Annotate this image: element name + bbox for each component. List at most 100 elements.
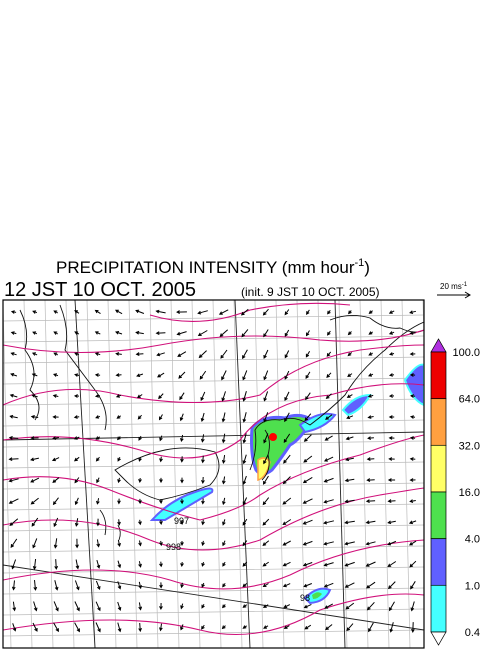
wind-vector (138, 519, 142, 526)
wind-vector (54, 559, 59, 570)
wind-vector (221, 455, 226, 464)
wind-vector (180, 624, 184, 631)
wind-vector (73, 415, 80, 419)
grid-line (23, 300, 33, 648)
wind-vector (159, 602, 163, 611)
wind-vector (242, 518, 248, 526)
wind-vector (282, 540, 291, 546)
wind-vector (180, 582, 184, 589)
wind-vector (138, 456, 142, 462)
wind-vector (11, 559, 17, 570)
wind-vector (388, 310, 395, 314)
graticule (3, 431, 424, 441)
wind-vector (262, 583, 269, 588)
wind-vector (115, 352, 122, 356)
wind-vector (179, 392, 185, 401)
wind-vector (74, 497, 79, 506)
wind-vector (176, 331, 187, 336)
wind-vector (180, 519, 184, 526)
wind-vector (242, 475, 247, 485)
wind-vector (10, 310, 17, 314)
wind-vector (32, 310, 38, 314)
wind-vector (263, 433, 269, 444)
wind-vector (409, 394, 416, 398)
wind-vector (262, 540, 270, 546)
wind-vector (159, 561, 163, 568)
wind-vector (409, 560, 417, 568)
wind-vector (303, 455, 313, 463)
wind-vector (53, 310, 59, 314)
scale-label: 20 ms-1 (440, 282, 468, 291)
contour-label: 98 (300, 593, 310, 603)
wind-vector (409, 331, 416, 335)
wind-vector (242, 370, 248, 381)
wind-vector (94, 394, 101, 398)
wind-vector (9, 518, 19, 527)
wind-vector (197, 310, 208, 315)
wind-vector (368, 331, 373, 335)
wind-vector (201, 624, 205, 630)
title-superscript: -1 (355, 257, 365, 269)
colorbar-label: 64.0 (459, 394, 480, 406)
scale-arrow (437, 291, 471, 299)
wind-vector (138, 498, 142, 505)
wind-vector (31, 352, 38, 356)
grid-line (401, 300, 411, 648)
map-frame (2, 299, 425, 649)
wind-vector (180, 498, 184, 505)
wind-vector (95, 580, 101, 591)
wind-vector (10, 373, 18, 377)
wind-vector (242, 497, 248, 506)
wind-vector (30, 436, 39, 440)
wind-vector (54, 580, 59, 591)
wind-vector (159, 456, 163, 463)
wind-vector (366, 581, 376, 589)
wind-vector (52, 497, 59, 506)
wind-vector (200, 391, 206, 402)
wind-vector (8, 478, 19, 483)
wind-vector (262, 475, 269, 485)
wind-vector (366, 478, 375, 482)
wind-vector (180, 456, 184, 463)
wind-vector (33, 580, 38, 591)
wind-vector (96, 498, 100, 505)
wind-vector (176, 310, 187, 314)
wind-vector (242, 412, 247, 423)
title: PRECIPITATION INTENSITY (mm hour-1) (56, 257, 370, 277)
wind-vector (95, 622, 101, 633)
wind-vector (180, 434, 184, 443)
wind-vector (138, 540, 142, 547)
wind-vector (8, 498, 19, 504)
wind-vector (75, 559, 80, 570)
wind-vector (198, 350, 207, 359)
grid-line (3, 461, 424, 469)
wind-vector (262, 497, 270, 506)
wind-vector (388, 352, 395, 356)
wind-vector (347, 373, 353, 377)
wind-vector (136, 373, 144, 377)
wind-vector (138, 622, 142, 633)
wind-vector (388, 373, 395, 377)
wind-vector (409, 373, 416, 377)
wind-vector (159, 435, 163, 442)
wind-vector (180, 541, 184, 547)
wind-vector (75, 538, 79, 549)
wind-vector (138, 561, 142, 568)
wind-vector (284, 370, 290, 380)
wind-vector (117, 601, 122, 612)
wind-vector (138, 477, 142, 484)
wind-vector (284, 412, 290, 423)
wind-vector (74, 352, 80, 356)
wind-vector (158, 414, 163, 421)
wind-vector (95, 415, 101, 419)
wind-vector (409, 415, 416, 419)
wind-vector (201, 540, 205, 547)
wind-vector (302, 562, 313, 567)
wind-vector (74, 518, 79, 527)
wind-vector (282, 476, 291, 485)
valid-time: 12 JST 10 OCT. 2005 (4, 279, 196, 301)
wind-vector (346, 415, 354, 419)
grid-line (3, 587, 424, 595)
wind-vector (135, 330, 144, 335)
